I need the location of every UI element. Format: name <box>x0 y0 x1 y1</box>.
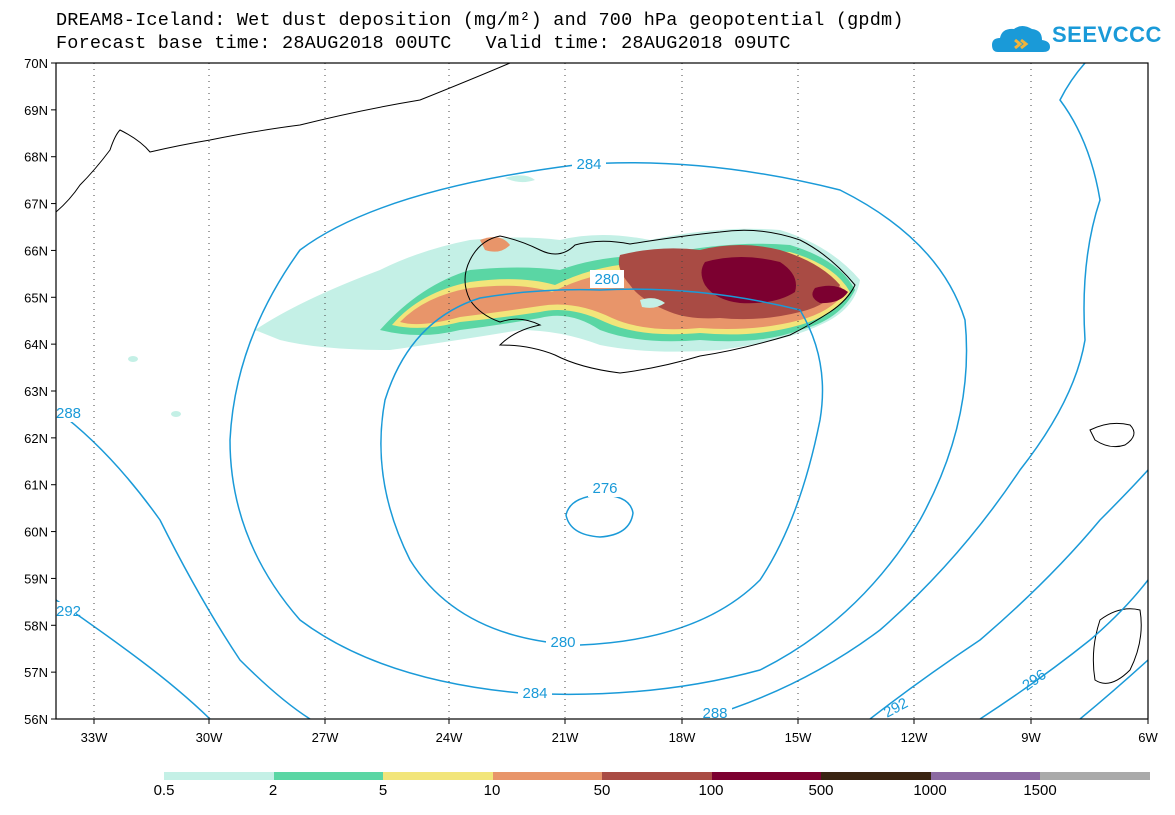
contour-label: 284 <box>522 685 547 702</box>
legend-label: 1000 <box>913 782 947 799</box>
legend-swatch <box>273 772 383 780</box>
contour-280 <box>380 288 824 646</box>
y-tick-label: 61N <box>24 478 48 493</box>
contour-296 <box>979 579 1148 719</box>
contour-label: 280 <box>594 271 619 288</box>
x-tick-label: 18W <box>669 730 696 745</box>
y-tick-label: 62N <box>24 431 48 446</box>
legend-label: 0.5 <box>153 782 175 799</box>
legend-swatch <box>602 772 712 780</box>
geopotential-contours <box>56 63 1148 719</box>
y-tick-label: 68N <box>24 150 48 165</box>
y-tick-label: 70N <box>24 56 48 71</box>
legend-swatch <box>821 772 931 780</box>
contour-276 <box>565 494 634 538</box>
contour-300 <box>1079 659 1148 719</box>
y-tick-label: 63N <box>24 384 48 399</box>
y-tick-label: 56N <box>24 712 48 727</box>
contour-label: 284 <box>576 156 601 173</box>
contour-label: 280 <box>550 634 575 651</box>
legend-label: 5 <box>378 782 388 799</box>
legend-label: 1500 <box>1023 782 1057 799</box>
lat-lon-grid <box>93 63 1032 719</box>
y-tick-label: 67N <box>24 197 48 212</box>
map-title: DREAM8-Iceland: Wet dust deposition (mg/… <box>56 10 904 31</box>
x-tick-label: 6W <box>1138 730 1158 745</box>
x-tick-label: 27W <box>312 730 339 745</box>
x-tick-label: 21W <box>552 730 579 745</box>
contour-288 <box>56 63 1101 719</box>
legend-swatch <box>492 772 602 780</box>
longitude-axis: 33W 30W 27W 24W 21W 18W 15W 12W 9W 6W <box>81 719 1158 745</box>
legend-swatch <box>930 772 1040 780</box>
x-tick-label: 15W <box>785 730 812 745</box>
y-tick-label: 60N <box>24 525 48 540</box>
coastlines <box>56 63 1142 684</box>
y-tick-label: 59N <box>24 571 48 586</box>
x-tick-label: 12W <box>901 730 928 745</box>
contour-label: 288 <box>56 405 81 422</box>
y-tick-label: 69N <box>24 103 48 118</box>
y-tick-label: 65N <box>24 290 48 305</box>
legend-swatch <box>383 772 493 780</box>
legend-label: 500 <box>808 782 834 799</box>
y-tick-label: 66N <box>24 243 48 258</box>
x-tick-label: 24W <box>436 730 463 745</box>
cloud-logo-icon <box>992 26 1050 52</box>
contour-292 <box>56 469 1148 719</box>
contour-label: 292 <box>56 603 81 620</box>
legend-label: 50 <box>593 782 611 799</box>
y-tick-label: 64N <box>24 337 48 352</box>
y-tick-label: 57N <box>24 665 48 680</box>
x-tick-label: 33W <box>81 730 108 745</box>
x-tick-label: 30W <box>196 730 223 745</box>
contour-label: 276 <box>592 480 617 497</box>
latitude-axis: 70N 69N 68N 67N 66N 65N 64N 63N 62N 61N 60N 59N 58N 5… <box>24 56 56 727</box>
dust-deposition-field <box>128 175 860 417</box>
contour-284 <box>229 162 968 696</box>
logo-text: SEEVCCC <box>1052 22 1162 47</box>
map-subtitle-times: Forecast base time: 28AUG2018 00UTC Vali… <box>56 33 791 54</box>
legend-swatch <box>164 772 274 780</box>
contour-label: 288 <box>702 705 727 722</box>
legend-label: 2 <box>268 782 278 799</box>
legend-swatch <box>711 772 821 780</box>
legend-swatch <box>1040 772 1150 780</box>
legend-label: 10 <box>483 782 501 799</box>
y-tick-label: 58N <box>24 618 48 633</box>
legend-label: 100 <box>698 782 724 799</box>
x-tick-label: 9W <box>1021 730 1041 745</box>
